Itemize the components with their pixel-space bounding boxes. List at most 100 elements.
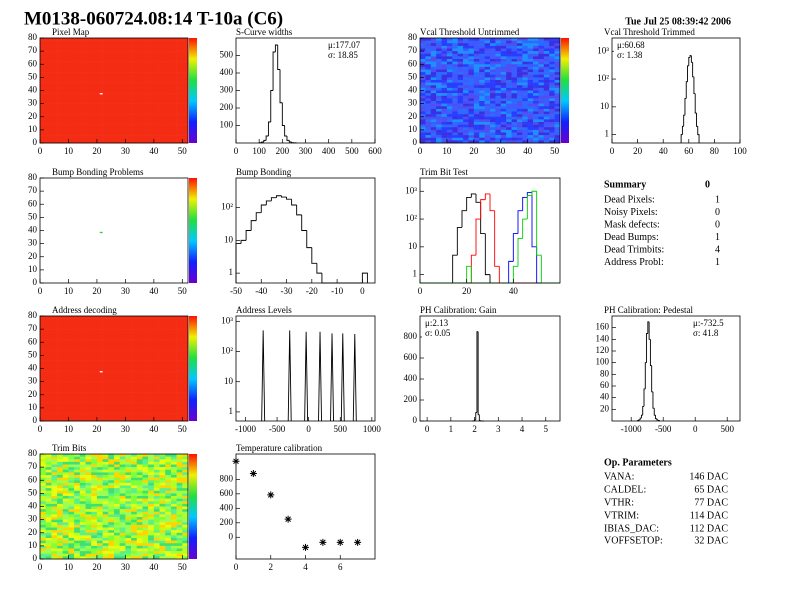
map-cell xyxy=(136,87,143,91)
map-cell xyxy=(495,61,502,65)
map-cell xyxy=(452,127,458,131)
map-cell xyxy=(62,506,69,510)
stats-box xyxy=(690,318,738,344)
map-cell xyxy=(436,132,442,136)
map-cell xyxy=(420,108,426,112)
map-cell xyxy=(74,410,81,414)
map-cell xyxy=(176,53,183,57)
map-cell xyxy=(441,38,448,41)
map-cell xyxy=(114,381,120,385)
map-cell xyxy=(176,355,183,359)
map-cell xyxy=(102,56,109,60)
map-cell xyxy=(96,519,103,523)
marked-pixel xyxy=(99,231,103,234)
map-cell xyxy=(114,535,120,539)
map-cell xyxy=(108,45,115,49)
map-cell xyxy=(516,38,523,41)
map-cell xyxy=(131,501,138,505)
map-cell xyxy=(170,111,177,115)
map-cell xyxy=(131,347,138,351)
map-cell xyxy=(176,352,183,356)
map-cell xyxy=(74,381,81,385)
map-cell xyxy=(68,461,75,465)
map-cell xyxy=(436,90,442,94)
map-cell xyxy=(490,61,496,65)
map-cell xyxy=(108,48,115,52)
map-cell xyxy=(136,85,143,89)
map-cell xyxy=(538,56,545,60)
map-cell xyxy=(176,365,183,369)
map-cell xyxy=(45,59,52,62)
map-cell xyxy=(57,480,64,484)
map-cell xyxy=(159,517,166,520)
map-cell xyxy=(170,556,177,560)
map-cell xyxy=(182,386,189,390)
summary-label: Dead Pixels: xyxy=(604,194,655,205)
map-cell xyxy=(142,140,149,144)
map-cell xyxy=(119,415,126,419)
map-cell xyxy=(91,402,98,406)
map-cell xyxy=(452,80,458,83)
map-cell xyxy=(159,98,166,102)
map-cell xyxy=(119,318,126,322)
map-cell xyxy=(51,540,58,544)
map-cell xyxy=(142,101,149,104)
map-cell xyxy=(119,45,126,49)
map-cell xyxy=(68,545,75,549)
map-cell xyxy=(479,108,485,112)
x-tick-label: 40 xyxy=(149,562,159,572)
map-cell xyxy=(68,456,75,460)
map-cell xyxy=(40,137,46,141)
map-cell xyxy=(102,413,109,417)
map-cell xyxy=(57,116,64,120)
x-tick-label: -20 xyxy=(306,286,318,296)
map-cell xyxy=(62,397,69,401)
map-cell xyxy=(176,135,183,139)
map-cell xyxy=(114,530,120,534)
x-tick-label: 20 xyxy=(92,146,102,156)
map-cell xyxy=(554,82,561,86)
y-tick-label: 200 xyxy=(220,102,234,112)
map-cell xyxy=(40,514,46,518)
map-cell xyxy=(543,129,550,133)
map-cell xyxy=(40,556,46,560)
map-cell xyxy=(74,376,81,380)
map-cell xyxy=(182,43,189,47)
map-cell xyxy=(159,339,166,343)
map-cell xyxy=(153,392,160,396)
map-cell xyxy=(182,379,189,382)
map-cell xyxy=(57,360,64,364)
map-cell xyxy=(45,51,52,55)
map-cell xyxy=(182,59,189,62)
map-cell xyxy=(136,469,143,473)
map-cell xyxy=(40,116,46,120)
x-tick-label: -1000 xyxy=(621,424,642,434)
map-cell xyxy=(554,114,561,118)
map-cell xyxy=(136,532,143,536)
map-cell xyxy=(182,503,189,507)
map-cell xyxy=(182,496,189,499)
map-cell xyxy=(85,66,92,70)
map-cell xyxy=(425,87,432,91)
map-cell xyxy=(543,111,550,115)
map-cell xyxy=(176,389,183,393)
y-tick-label: 60 xyxy=(28,58,38,68)
map-cell xyxy=(119,59,126,62)
map-cell xyxy=(131,45,138,49)
map-cell xyxy=(538,87,545,91)
map-cell xyxy=(159,379,166,382)
map-cell xyxy=(452,137,458,141)
map-cell xyxy=(74,132,81,136)
map-cell xyxy=(463,74,469,78)
map-cell xyxy=(114,365,120,369)
map-cell xyxy=(533,43,539,47)
map-cell xyxy=(108,124,115,128)
map-cell xyxy=(549,72,555,76)
map-cell xyxy=(62,358,69,361)
map-cell xyxy=(125,402,132,406)
map-cell xyxy=(506,80,512,83)
map-cell xyxy=(91,511,98,515)
map-cell xyxy=(51,43,58,47)
map-cell xyxy=(441,82,448,86)
map-cell xyxy=(40,509,46,513)
